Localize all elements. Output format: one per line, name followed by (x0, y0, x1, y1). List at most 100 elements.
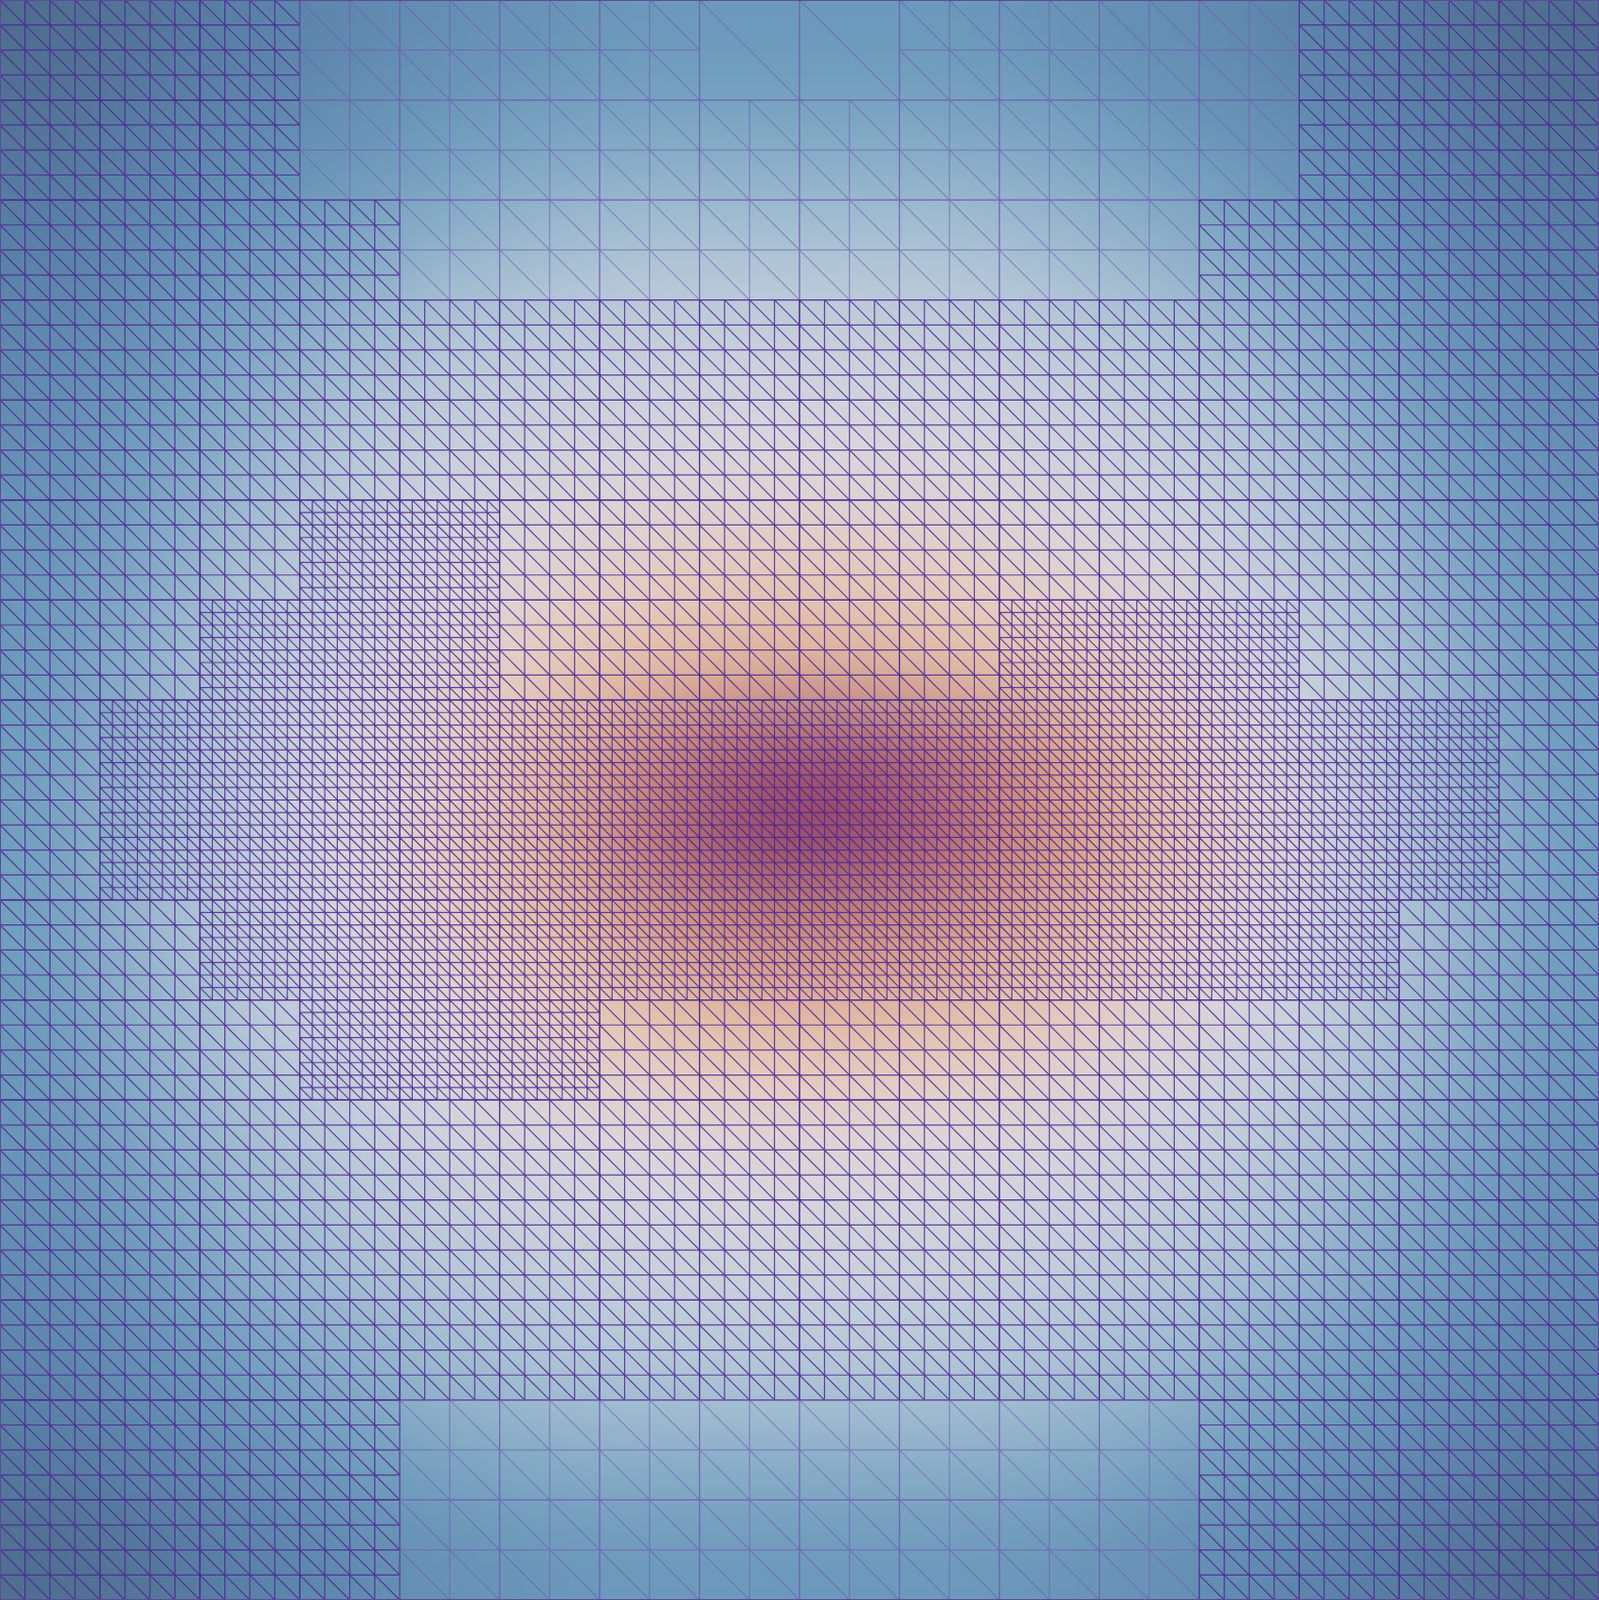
mesh-cell (1099, 1200, 1201, 1301)
field-cell (1099, 599, 1202, 701)
mesh-cell (1399, 1200, 1500, 1301)
mesh-cell (700, 599, 801, 701)
field-cell (0, 1400, 102, 1502)
mesh-cell (999, 1099, 1100, 1201)
plot-area (0, 0, 1599, 1600)
field-cell (199, 1400, 302, 1502)
mesh-cell (300, 1099, 401, 1201)
frame (0, 0, 1599, 1600)
mesh-cell (1499, 899, 1599, 1001)
field-cell (599, 700, 701, 802)
field-cell (899, 1000, 1002, 1102)
field-cell (999, 1200, 1101, 1302)
mesh-cell (1499, 800, 1599, 901)
field (0, 0, 1599, 1600)
field-cell (999, 1299, 1101, 1402)
mesh-cell (999, 1200, 1100, 1301)
mesh-cell (1299, 300, 1401, 401)
field-cell (899, 100, 1002, 202)
mesh-cell (1199, 1299, 1300, 1401)
field-cell (500, 899, 602, 1002)
mesh-cell (599, 1499, 701, 1600)
field-cell (1399, 500, 1501, 602)
mesh-cell (0, 700, 101, 801)
field-cell (399, 500, 502, 602)
field-cell (0, 1299, 102, 1402)
field-cell (1099, 500, 1202, 602)
mesh-cell (1499, 1200, 1599, 1301)
mesh-cell (100, 100, 201, 201)
mesh-cell (399, 899, 501, 1001)
field-cell (1199, 1099, 1301, 1202)
mesh-cell (1099, 399, 1201, 501)
field-cell (799, 399, 901, 502)
mesh-cell (1299, 1099, 1401, 1201)
field-cell (1199, 399, 1301, 502)
field-cell (1499, 899, 1599, 1002)
mesh-cell (100, 1099, 201, 1201)
mesh-cell (999, 800, 1100, 901)
field-cell (0, 399, 102, 502)
mesh-cell (1199, 700, 1300, 801)
field-cell (0, 700, 102, 802)
mesh-cell (799, 800, 900, 901)
field-cell (399, 1099, 502, 1202)
mesh-cell (500, 1400, 601, 1501)
mesh-cell (899, 500, 1001, 601)
field-cell (500, 1400, 602, 1502)
field-cell (999, 599, 1101, 701)
field-cell (1299, 199, 1402, 302)
field-cell (799, 0, 901, 102)
field-cell (1299, 1299, 1402, 1402)
mesh-cell (599, 0, 701, 101)
mesh-cell (1299, 1499, 1401, 1600)
field-cell (999, 500, 1101, 602)
mesh-cell (1499, 1099, 1599, 1201)
field-cell (700, 0, 802, 102)
mesh-cell (1399, 100, 1500, 201)
mesh-cell (199, 199, 301, 301)
mesh-cell (399, 199, 501, 301)
mesh (0, 0, 1599, 1600)
mesh-cell (399, 300, 501, 401)
field-cell (700, 700, 802, 802)
mesh-cell (1499, 1499, 1599, 1600)
field-cell (799, 700, 901, 802)
mesh-cell (1499, 199, 1599, 301)
mesh-cell (1299, 399, 1401, 501)
mesh-cell (799, 1099, 900, 1201)
mesh-cell (399, 100, 501, 201)
field-cell (1499, 300, 1599, 402)
mesh-cell (1099, 100, 1201, 201)
mesh-cell (1099, 0, 1201, 101)
mesh-cell (0, 1499, 101, 1600)
field-cell (1399, 800, 1501, 902)
mesh-cell (799, 0, 900, 101)
field-cell (799, 100, 901, 202)
field-cell (1399, 199, 1501, 302)
field-cell (500, 399, 602, 502)
field-cell (799, 199, 901, 302)
field-cell (1299, 1499, 1402, 1600)
field-cell (799, 800, 901, 902)
field-cell (100, 399, 202, 502)
mesh-cell (1199, 0, 1300, 101)
field-cell (199, 300, 302, 402)
field-cell (999, 1000, 1101, 1102)
field-cell (300, 100, 402, 202)
field-cell (700, 1499, 802, 1600)
mesh-cell (1399, 1299, 1500, 1401)
mesh-cell (199, 599, 301, 701)
field-cell (599, 399, 701, 502)
field-cell (599, 500, 701, 602)
field-cell (1399, 100, 1501, 202)
field-cell (399, 399, 502, 502)
mesh-cell (1199, 899, 1300, 1001)
field-cell (599, 1400, 701, 1502)
field-cell (100, 599, 202, 701)
mesh-cell (1099, 500, 1201, 601)
mesh-cell (1399, 1400, 1500, 1501)
mesh-cell (1199, 100, 1300, 201)
field-cell (599, 0, 701, 102)
field-cell (1499, 1099, 1599, 1202)
